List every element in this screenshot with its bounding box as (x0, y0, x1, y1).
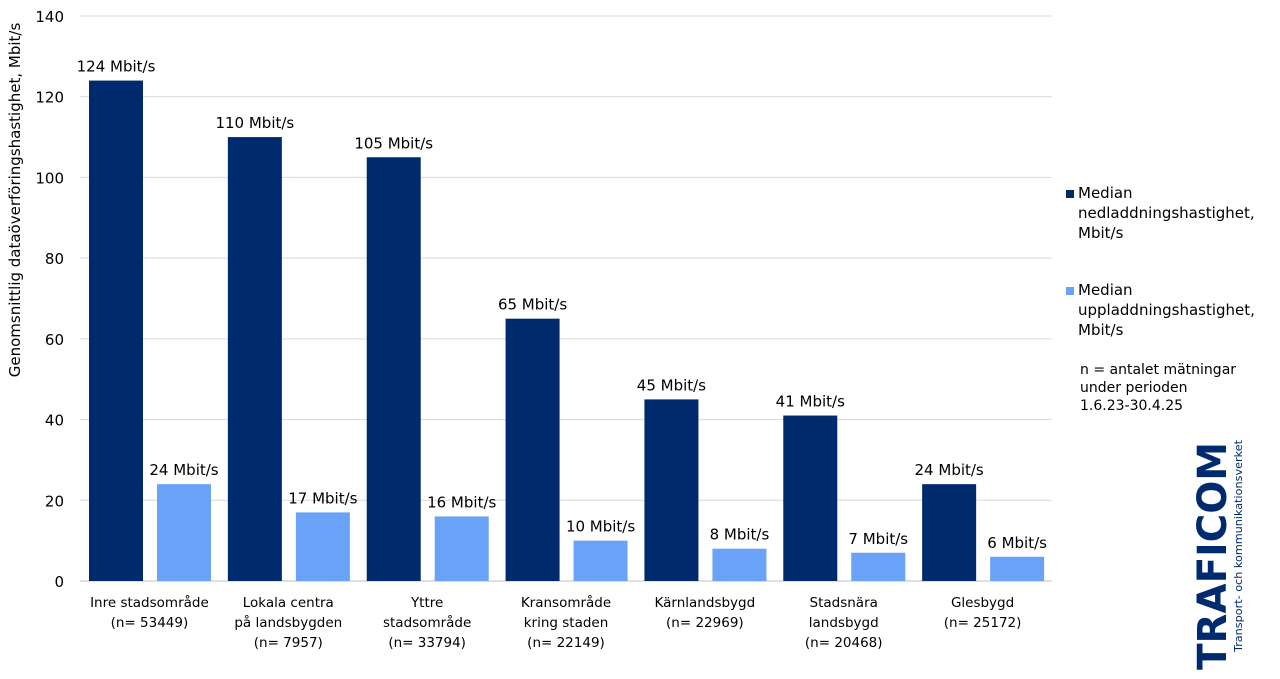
bar-label-upload: 16 Mbit/s (427, 493, 496, 511)
y-tick-label: 40 (45, 412, 64, 430)
bar-label-upload: 17 Mbit/s (288, 489, 357, 507)
logo-wordmark: TRAFICOM (1190, 442, 1236, 670)
bar-upload (295, 512, 350, 581)
y-axis-ticks: 0 20 40 60 80 100 120 140 (35, 8, 64, 591)
bar-download (644, 399, 699, 581)
bar-download (227, 137, 282, 582)
y-tick-label: 100 (35, 169, 64, 187)
bar-label-download: 45 Mbit/s (637, 376, 706, 394)
y-tick-label: 60 (45, 331, 64, 349)
bar-upload (712, 548, 767, 581)
bar-upload (990, 556, 1045, 581)
y-tick-label: 20 (45, 492, 64, 510)
x-category-label: Stadsnära landsbygd (n= 20468) (805, 595, 883, 651)
bar-download (783, 415, 838, 581)
bar-label-upload: 6 Mbit/s (987, 534, 1047, 552)
bar-upload (434, 516, 489, 581)
bar-download (505, 318, 560, 581)
y-tick-label: 0 (54, 573, 64, 591)
bar-label-upload: 7 Mbit/s (848, 530, 908, 548)
y-axis-label: Genomsnittlig dataöverföringshastighet, … (6, 23, 24, 378)
bar-download (89, 80, 143, 582)
legend-label-upload: Median uppladdningshastighet, Mbit/s (1078, 281, 1255, 339)
bar-label-upload: 8 Mbit/s (710, 526, 770, 544)
bar-upload (573, 540, 628, 581)
x-category-label: Inre stadsområde (n= 53449) (90, 594, 209, 631)
bar-chart: 0 20 40 60 80 100 120 140 124 Mbit/s 24 Mbit/s 11… (6, 8, 1052, 651)
x-category-label: Glesbygd (n= 25172) (944, 595, 1022, 631)
x-category-label: Kärnlandsbygd (n= 22969) (655, 595, 756, 631)
x-axis-categories: Inre stadsområde (n= 53449) Lokala centra p… (90, 594, 1021, 651)
bar-download (366, 157, 421, 581)
bar-label-upload: 10 Mbit/s (566, 518, 635, 536)
bar-label-download: 124 Mbit/s (77, 58, 156, 76)
x-category-label: Kransområde kring staden (n= 22149) (521, 594, 611, 651)
bar-label-download: 41 Mbit/s (776, 393, 845, 411)
bar-value-labels: 124 Mbit/s 24 Mbit/s 110 Mbit/s 17 Mbit/s 10… (77, 58, 1048, 552)
bar-label-download: 65 Mbit/s (498, 296, 567, 314)
bar-label-download: 105 Mbit/s (354, 134, 433, 152)
bar-label-download: 24 Mbit/s (915, 461, 984, 479)
y-tick-label: 120 (35, 89, 64, 107)
bar-download (922, 484, 977, 581)
logo-tagline: Transport- och kommunikationsverket (1233, 440, 1245, 653)
legend-label-download: Median nedladdningshastighet, Mbit/s (1078, 184, 1255, 242)
legend-swatch-upload (1066, 287, 1074, 295)
legend-swatch-download (1066, 190, 1074, 198)
bar-upload (851, 552, 906, 581)
traficom-logo: TRAFICOM Transport- och kommunikationsve… (1190, 440, 1245, 670)
x-category-label: Lokala centra på landsbygden (n= 7957) (234, 595, 342, 651)
x-category-label: Yttre stadsområde (n= 33794) (383, 595, 471, 651)
bar-label-download: 110 Mbit/s (215, 114, 294, 132)
y-tick-label: 140 (35, 8, 64, 26)
bar-label-upload: 24 Mbit/s (149, 461, 218, 479)
measurement-note: n = antalet mätningar under perioden 1.6… (1080, 362, 1237, 414)
bar-upload (157, 484, 211, 581)
y-tick-label: 80 (45, 250, 64, 268)
bars (89, 80, 1045, 582)
